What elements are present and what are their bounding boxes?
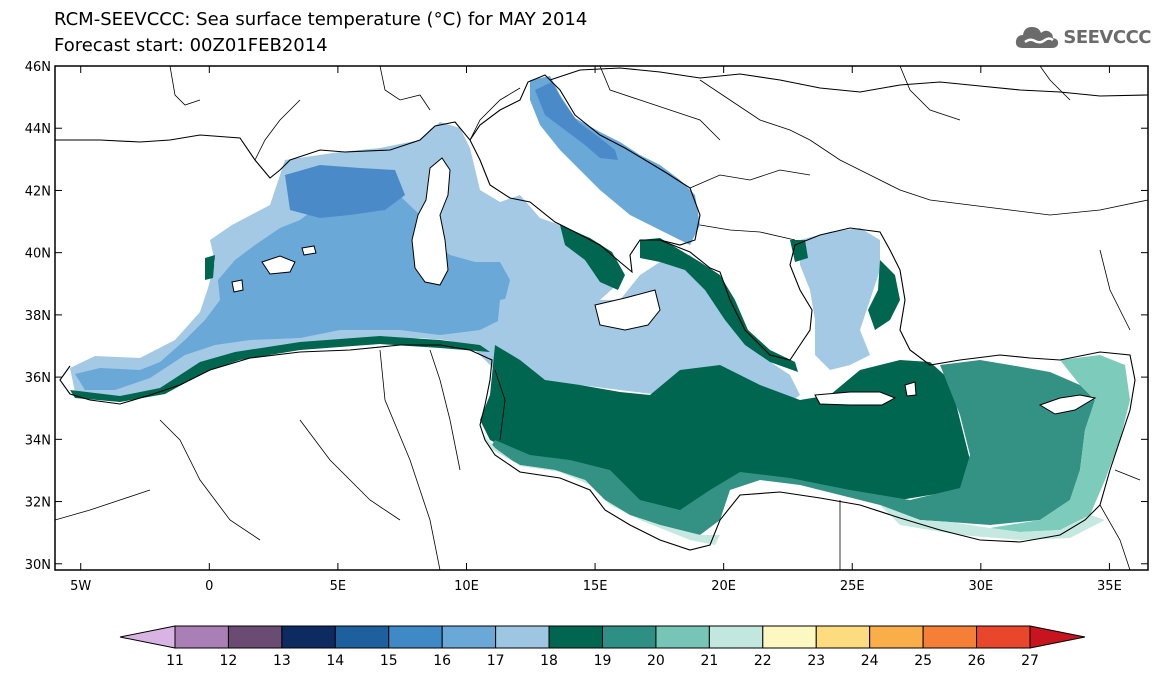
colorbar-label: 26 — [968, 653, 986, 669]
colorbar-max-triangle — [1029, 625, 1086, 649]
colorbar-label: 13 — [273, 653, 291, 669]
colorbar-label: 22 — [754, 653, 772, 669]
colorbar-swatch — [708, 625, 764, 649]
map-title: RCM-SEEVCCC: Sea surface temperature (°C… — [54, 9, 588, 30]
sst-coast-balearic — [205, 255, 215, 280]
sst-region-adriatic-16 — [535, 82, 618, 160]
lat-tick-label: 40N — [25, 247, 51, 262]
sst-region-west-med-17 — [75, 196, 510, 390]
sst-region-aegean — [800, 228, 880, 370]
sst-coast-algeria — [70, 336, 490, 402]
lon-tick-label: 15E — [583, 579, 608, 594]
colorbar-label: 14 — [326, 653, 344, 669]
lat-tick-label: 34N — [25, 433, 51, 448]
colorbar-label: 17 — [487, 653, 505, 669]
colorbar-label: 15 — [380, 653, 398, 669]
sst-coast-tyrrhenian — [560, 225, 625, 290]
lon-tick-label: 0 — [205, 579, 213, 594]
colorbar-swatch — [976, 625, 1031, 649]
colorbar-label: 23 — [807, 653, 825, 669]
forecast-start-label: Forecast start: 00Z01FEB2014 — [54, 35, 328, 56]
colorbar-swatch — [762, 625, 817, 649]
lon-tick-label: 5E — [330, 579, 347, 594]
colorbar-label: 18 — [540, 653, 558, 669]
sst-coast-egypt-22 — [880, 505, 1105, 540]
sst-coast-gulf-taranto — [640, 238, 798, 372]
longitude-axis: 5W 0 5E 10E 15E 20E 25E 30E 35E — [70, 66, 1122, 594]
island-rhodes — [904, 381, 917, 397]
island-corsica-sardinia — [411, 157, 451, 286]
colorbar-label: 24 — [861, 653, 879, 669]
colorbar-swatch — [388, 625, 443, 649]
colorbar-label: 19 — [594, 653, 612, 669]
island-crete — [814, 391, 897, 406]
colorbar-swatch — [441, 625, 497, 649]
lat-tick-label: 32N — [25, 496, 51, 511]
colorbar-swatch — [655, 625, 710, 649]
colorbar-swatch — [281, 625, 336, 649]
lon-tick-label: 25E — [840, 579, 865, 594]
lat-tick-label: 46N — [25, 60, 51, 75]
colorbar-label: 20 — [647, 653, 665, 669]
lat-tick-label: 44N — [25, 122, 51, 137]
lon-tick-label: 10E — [454, 579, 479, 594]
colorbar-swatch — [602, 625, 657, 649]
country-borders — [55, 66, 1148, 570]
colorbar-swatch — [174, 625, 229, 649]
colorbar-label: 12 — [220, 653, 238, 669]
lat-tick-label: 38N — [25, 309, 51, 324]
island-cyprus — [1038, 394, 1097, 415]
colorbar-swatch — [495, 625, 550, 649]
lon-tick-label: 30E — [968, 579, 993, 594]
seevccc-logo: SEEVCCC — [1015, 24, 1151, 50]
island-menorca — [301, 245, 317, 256]
colorbar-swatch — [334, 625, 390, 649]
map-frame — [54, 65, 1149, 571]
colorbar-label: 27 — [1021, 653, 1039, 669]
logo-text: SEEVCCC — [1063, 26, 1151, 48]
colorbar-label: 25 — [914, 653, 932, 669]
colorbar-swatch — [815, 625, 871, 649]
lon-tick-label: 20E — [711, 579, 736, 594]
colorbar-min-triangle — [119, 625, 176, 649]
lon-tick-label: 5W — [70, 579, 91, 594]
colorbar-label: 11 — [166, 653, 184, 669]
cloud-icon — [1016, 27, 1059, 48]
island-mallorca — [261, 255, 296, 275]
island-sicily — [594, 289, 661, 331]
colorbar-label: 16 — [433, 653, 451, 669]
lon-tick-label: 35E — [1097, 579, 1122, 594]
sst-region-west-med-16 — [285, 165, 405, 218]
lat-tick-label: 42N — [25, 184, 51, 199]
colorbar-swatch — [922, 625, 978, 649]
colorbar-swatch — [227, 625, 283, 649]
lat-tick-label: 30N — [25, 558, 51, 573]
colorbar-swatch — [548, 625, 603, 649]
sst-region-levant-21 — [990, 355, 1130, 532]
coastlines — [55, 67, 1148, 551]
latitude-axis: 46N 44N 42N 40N 38N 36N 34N 32N 30N — [25, 60, 1148, 573]
colorbar-swatch — [869, 625, 924, 649]
sst-coast-aegean-east — [868, 260, 900, 330]
sst-region-levant-20 — [490, 360, 1095, 535]
colorbar-label: 21 — [700, 653, 718, 669]
island-ibiza — [231, 279, 244, 293]
lat-tick-label: 36N — [25, 371, 51, 386]
